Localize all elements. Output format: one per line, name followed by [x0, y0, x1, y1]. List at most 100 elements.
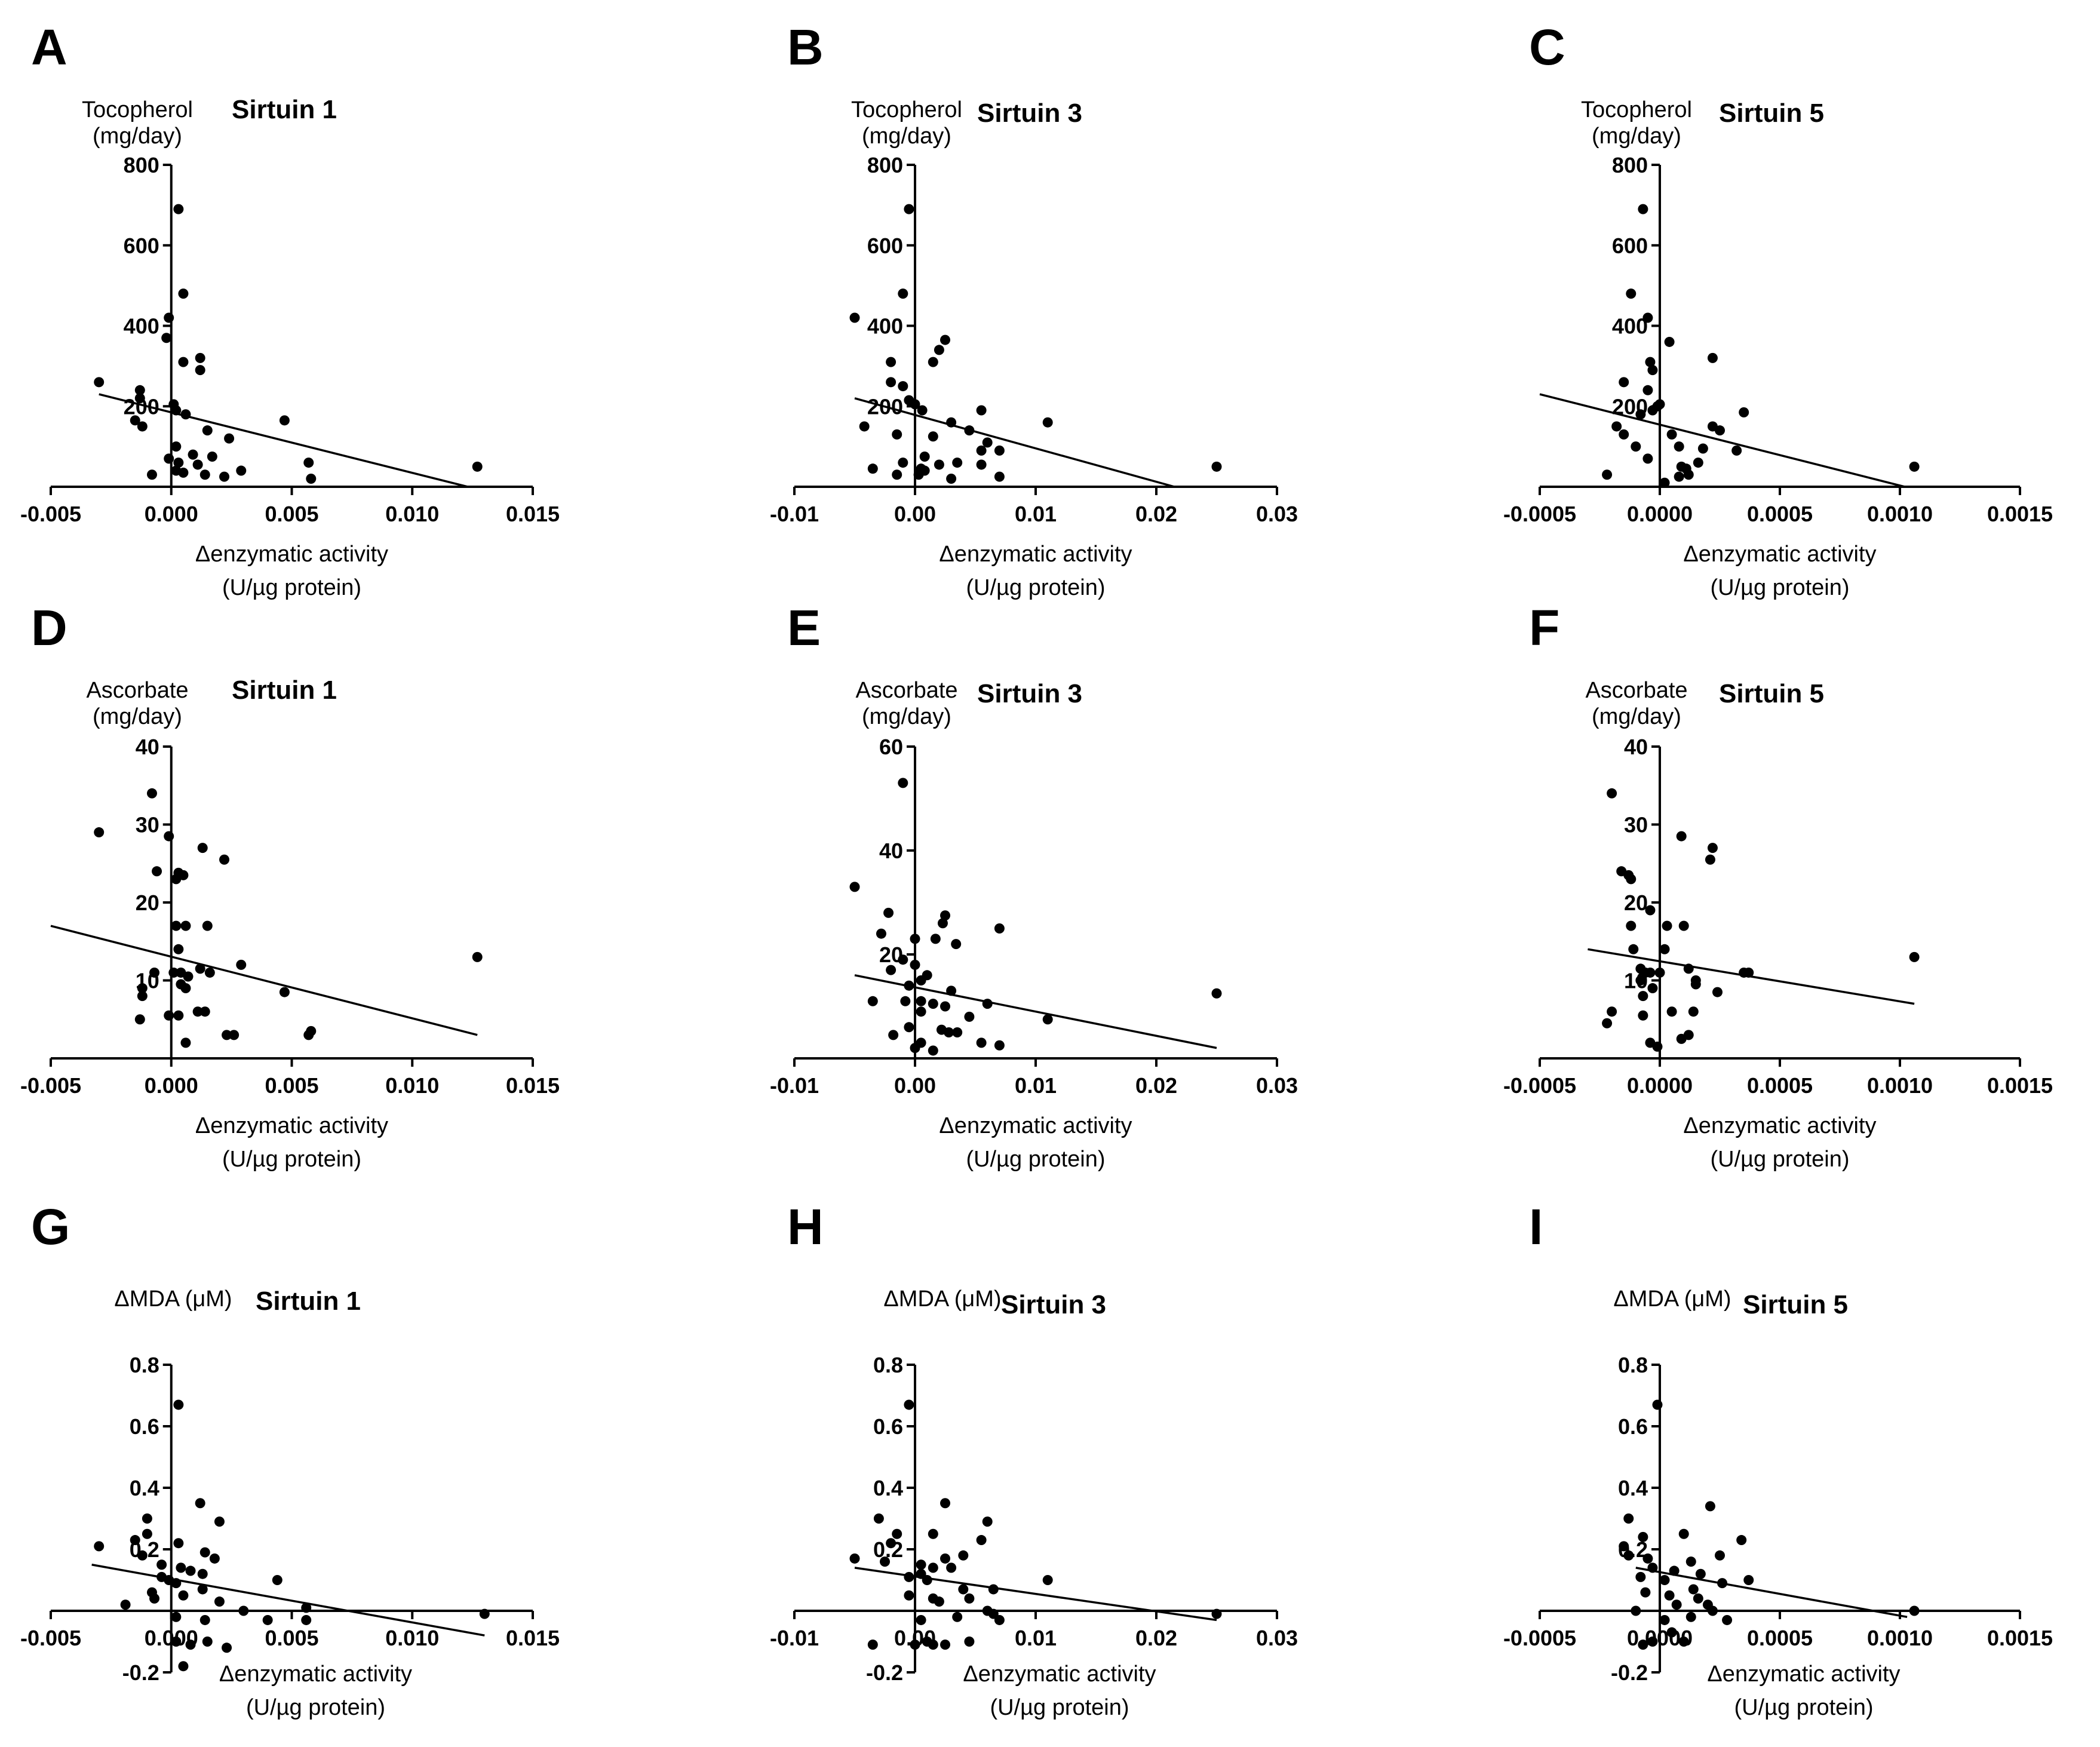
- y-tick-label: 0.4: [130, 1476, 159, 1500]
- data-point: [1664, 1590, 1675, 1601]
- y-axis-label: ΔMDA (μM): [1613, 1287, 1731, 1312]
- panel-letter: G: [31, 1199, 70, 1255]
- data-point: [120, 1599, 131, 1610]
- data-point: [904, 1590, 914, 1601]
- y-tick-label: 0.8: [873, 1353, 903, 1377]
- x-axis-label: Δenzymatic activity: [939, 542, 1132, 567]
- x-tick-label: 0.010: [385, 1073, 439, 1098]
- data-point: [944, 1027, 954, 1037]
- y-axis-label: Ascorbate: [86, 678, 188, 703]
- data-point: [173, 1010, 184, 1021]
- chart-title: Sirtuin 5: [1743, 1290, 1848, 1319]
- data-point: [886, 965, 897, 975]
- data-point: [224, 433, 235, 444]
- data-point: [236, 959, 247, 970]
- data-point: [849, 882, 860, 892]
- data-point: [94, 1541, 105, 1552]
- x-tick-label: 0.02: [1135, 1626, 1177, 1650]
- x-tick-label: 0.015: [506, 1073, 560, 1098]
- x-tick-label: 0.000: [145, 1073, 198, 1098]
- data-point: [185, 1565, 196, 1576]
- data-point: [928, 1528, 938, 1539]
- data-point: [1909, 951, 1920, 962]
- y-tick-label: 0.8: [1618, 1353, 1648, 1377]
- data-point: [1659, 1575, 1670, 1585]
- data-point: [958, 1584, 969, 1595]
- panel-letter: D: [31, 600, 67, 656]
- data-point: [197, 843, 208, 853]
- data-point: [916, 975, 926, 985]
- data-point: [880, 1556, 890, 1567]
- data-point: [1635, 409, 1646, 420]
- x-tick-label: 0.03: [1256, 502, 1298, 526]
- data-point: [173, 1399, 184, 1410]
- y-tick-label: 0.6: [873, 1414, 903, 1439]
- data-point: [886, 377, 897, 388]
- x-tick-label: -0.01: [770, 1073, 819, 1098]
- panel-f: F Sirtuin 5 Ascorbate(mg/day) -0.0005 0.0000…: [1503, 600, 2053, 1172]
- data-point: [1659, 477, 1670, 488]
- data-point: [1739, 407, 1749, 417]
- x-tick-label: 0.02: [1135, 1073, 1177, 1098]
- data-point: [472, 461, 483, 472]
- y-tick-label: 40: [136, 735, 159, 759]
- y-tick-label: 40: [1624, 735, 1648, 759]
- data-point: [197, 1568, 208, 1579]
- data-point: [1678, 920, 1689, 931]
- x-axis-label: (U/µg protein): [246, 1695, 385, 1720]
- data-point: [976, 405, 987, 416]
- data-point: [958, 1550, 969, 1561]
- panel-a: A Sirtuin 1 Tocopherol(mg/day) -0.005 0.000 0…: [20, 19, 560, 600]
- data-point: [951, 939, 962, 950]
- x-tick-label: 0.0015: [1987, 502, 2053, 526]
- data-point: [301, 1614, 312, 1625]
- x-tick-label: -0.005: [20, 1073, 81, 1098]
- data-point: [279, 415, 290, 426]
- x-tick-label: 0.015: [506, 1626, 560, 1650]
- data-point: [173, 944, 184, 954]
- data-point: [236, 465, 247, 476]
- data-point: [904, 204, 914, 214]
- x-axis-label: (U/µg protein): [222, 575, 361, 600]
- x-tick-label: 0.01: [1015, 1626, 1057, 1650]
- y-tick-label: 400: [867, 314, 903, 339]
- data-point: [964, 1011, 975, 1022]
- data-point: [928, 431, 938, 442]
- data-point: [1743, 1575, 1754, 1585]
- data-point: [152, 866, 162, 877]
- data-point: [130, 1535, 140, 1546]
- x-axis-label: Δenzymatic activity: [195, 1113, 388, 1138]
- x-axis-label: Δenzymatic activity: [963, 1662, 1156, 1687]
- data-point: [222, 1030, 232, 1040]
- y-tick-label: 20: [1624, 891, 1648, 915]
- data-point: [946, 474, 957, 484]
- x-axis-label: Δenzymatic activity: [1707, 1662, 1900, 1687]
- data-point: [1662, 920, 1672, 931]
- data-point: [199, 1614, 210, 1625]
- data-point: [197, 1584, 208, 1595]
- data-point: [1638, 1531, 1648, 1542]
- x-tick-label: 0.0015: [1987, 1626, 2053, 1650]
- data-point: [916, 996, 926, 1006]
- x-axis-label: Δenzymatic activity: [219, 1662, 412, 1687]
- data-point: [1645, 357, 1656, 367]
- data-point: [892, 429, 902, 440]
- data-point: [1659, 944, 1670, 954]
- data-point: [1715, 1550, 1725, 1561]
- x-axis-label: Δenzymatic activity: [1683, 542, 1876, 567]
- data-point: [173, 204, 184, 214]
- data-point: [472, 951, 483, 962]
- data-point: [910, 934, 920, 944]
- data-point: [214, 1516, 225, 1527]
- data-point: [1642, 312, 1653, 323]
- data-point: [904, 1399, 914, 1410]
- data-point: [1666, 429, 1677, 440]
- panel-letter: B: [787, 19, 824, 75]
- chart-title: Sirtuin 1: [256, 1287, 361, 1316]
- data-point: [1647, 405, 1658, 416]
- data-point: [188, 449, 198, 460]
- regression-line: [1588, 948, 1915, 1005]
- regression-line: [854, 1567, 1217, 1622]
- data-point: [1619, 1541, 1629, 1552]
- data-point: [1638, 204, 1648, 214]
